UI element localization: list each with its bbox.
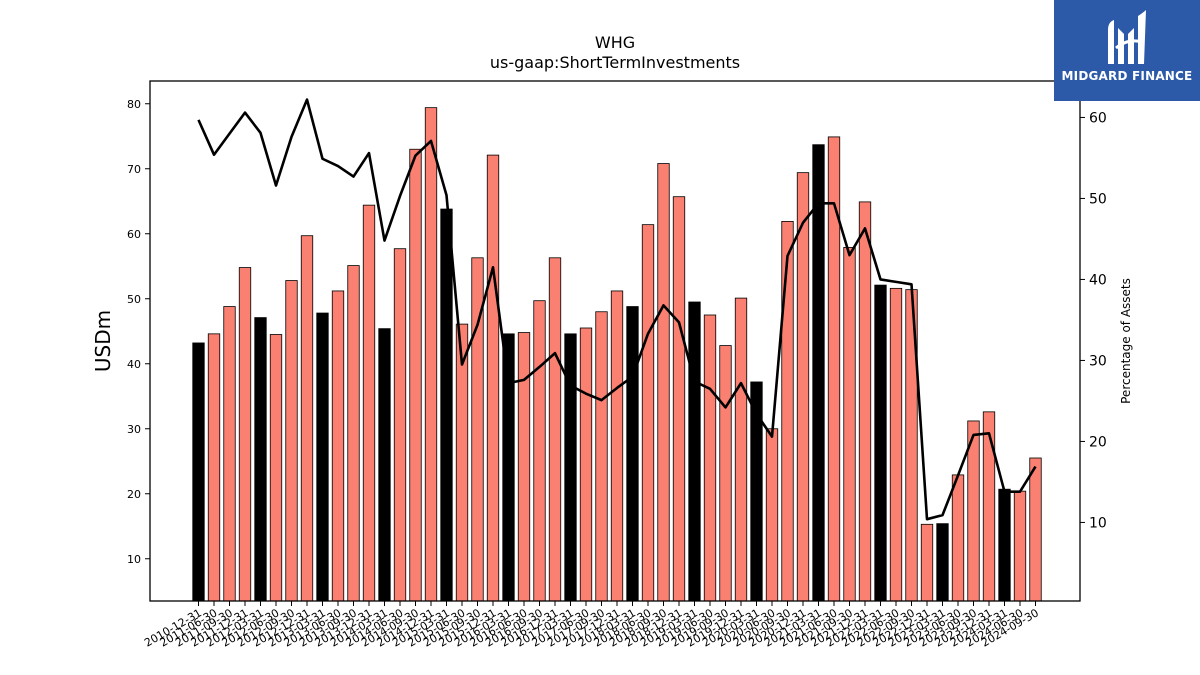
y-axis-label: USDm xyxy=(91,310,115,372)
bar xyxy=(889,287,903,602)
series-line xyxy=(197,98,1037,521)
bar xyxy=(579,327,593,602)
bar xyxy=(719,345,732,602)
y-tick-label: 80 xyxy=(127,98,141,111)
y-axis-right: 10 20 30 40 50 60 xyxy=(1080,110,1107,531)
x-axis: 2010-12-312011-06-302011-09-302011-12-31… xyxy=(142,601,1041,650)
bar xyxy=(409,148,422,602)
y2-tick-label: 10 xyxy=(1089,515,1107,531)
bar xyxy=(657,163,670,602)
bar xyxy=(533,300,546,602)
bar xyxy=(564,333,577,602)
bar xyxy=(626,306,639,602)
bar xyxy=(858,201,872,602)
bar xyxy=(223,306,236,602)
bar xyxy=(300,235,314,602)
bar xyxy=(331,290,345,602)
bar xyxy=(812,144,825,602)
bar xyxy=(951,474,965,602)
y-tick-label: 60 xyxy=(127,228,141,241)
bar xyxy=(378,328,391,602)
bar xyxy=(254,317,267,602)
bar xyxy=(998,488,1011,602)
bar xyxy=(672,196,686,602)
y-tick-label: 20 xyxy=(127,488,141,501)
bar xyxy=(1013,490,1027,602)
y-tick-label: 40 xyxy=(127,358,141,371)
bar xyxy=(192,342,205,602)
chart-title: WHG xyxy=(595,33,635,52)
bar xyxy=(936,523,949,602)
bar xyxy=(1029,457,1042,602)
bar xyxy=(874,284,887,602)
bar-group xyxy=(192,107,1042,602)
line-group xyxy=(197,98,1037,521)
bar xyxy=(920,523,934,602)
plot-frame xyxy=(149,80,1081,602)
bar xyxy=(316,312,329,602)
chart-subtitle: us-gaap:ShortTermInvestments xyxy=(490,53,740,72)
bar xyxy=(781,220,794,602)
bar xyxy=(595,311,608,602)
y-tick-label: 30 xyxy=(127,423,141,436)
y-tick-label: 70 xyxy=(127,163,141,176)
y2-axis-label: Percentage of Assets xyxy=(1119,278,1133,404)
bar xyxy=(982,411,996,602)
bar xyxy=(688,301,701,602)
bar xyxy=(796,172,810,602)
bar xyxy=(734,297,748,602)
logo-text: MIDGARD FINANCE xyxy=(1061,69,1193,83)
brand-logo: MIDGARD FINANCE xyxy=(1054,0,1200,101)
bar xyxy=(285,280,298,602)
bar xyxy=(610,290,624,602)
y2-tick-label: 50 xyxy=(1089,191,1107,207)
bar xyxy=(207,333,221,602)
bar xyxy=(269,334,283,602)
bar xyxy=(765,428,779,602)
y-tick-label: 50 xyxy=(127,293,141,306)
bar xyxy=(393,248,407,602)
y2-tick-label: 60 xyxy=(1089,110,1107,126)
bar xyxy=(424,107,438,602)
bar xyxy=(362,204,376,602)
y2-tick-label: 20 xyxy=(1089,434,1107,450)
logo-mark-icon xyxy=(1108,10,1146,64)
bar xyxy=(843,246,856,602)
bar xyxy=(486,154,500,602)
y2-tick-label: 40 xyxy=(1089,272,1107,288)
y-tick-label: 10 xyxy=(127,553,141,566)
bar xyxy=(517,332,531,602)
y-axis-left: 10 20 30 40 50 60 70 80 xyxy=(127,98,150,566)
bar xyxy=(440,208,453,602)
bar xyxy=(238,267,252,602)
bar xyxy=(703,314,717,602)
y2-tick-label: 30 xyxy=(1089,353,1107,369)
bar xyxy=(548,257,562,602)
bar xyxy=(641,224,655,602)
bar xyxy=(347,265,360,602)
